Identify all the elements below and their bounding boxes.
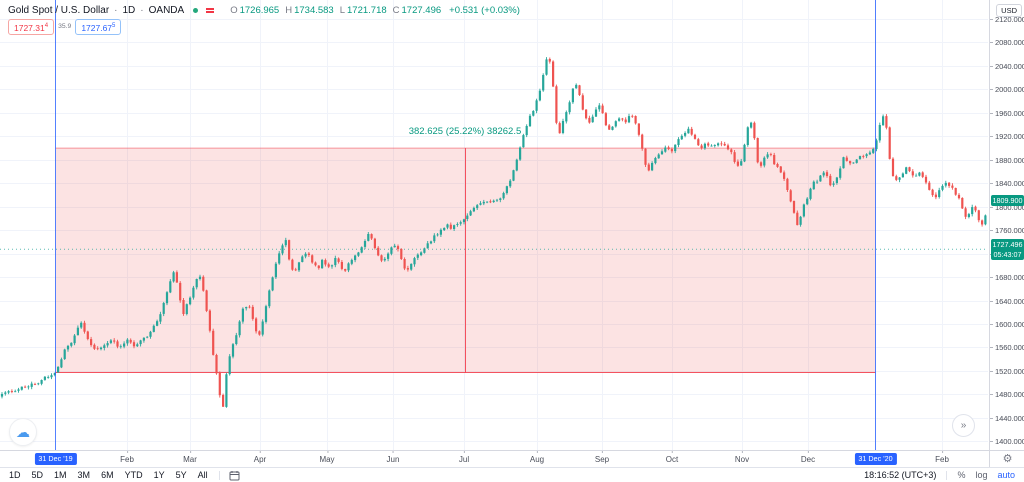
chevrons-right-icon: » [960, 420, 967, 431]
low-value: 1721.718 [347, 5, 387, 16]
month-label: Jul [458, 451, 470, 464]
price-tick-label: 1880.000 [990, 155, 1024, 165]
price-tick-label: 1560.000 [990, 343, 1024, 353]
month-label: Jun [386, 451, 400, 464]
cloud-icon: ☁ [16, 424, 30, 440]
chart-pane[interactable]: Gold Spot / U.S. Dollar · 1D · OANDA O 1… [0, 0, 989, 450]
legend-separator: · [114, 5, 118, 16]
open-label: O [230, 5, 238, 16]
month-label: Apr [253, 451, 267, 464]
log-scale-button[interactable]: log [975, 470, 988, 480]
range-button-1y[interactable]: 1Y [153, 470, 165, 480]
range-end-badge[interactable]: 31 Dec '20 [854, 453, 897, 465]
ohlc-values: O 1726.965 H 1734.583 L 1721.718 C 1727.… [230, 5, 520, 16]
month-label: May [319, 451, 335, 464]
market-status-icon [193, 8, 199, 13]
price-axis[interactable]: USD 2120.000 2080.000 2040.000 2000.000 1960… [989, 0, 1024, 450]
interval-value[interactable]: 1D [122, 5, 136, 16]
month-label: Oct [665, 451, 679, 464]
price-change: +0.531 (+0.03%) [449, 5, 520, 16]
price-tick-label: 1920.000 [990, 132, 1024, 142]
toolbar-divider [946, 470, 948, 480]
measurement-label[interactable]: 382.625 (25.22%) 38262.5 [408, 126, 522, 137]
countdown-timer: 05:43:07 [993, 249, 1022, 259]
spread-value: 35.9 [58, 23, 72, 31]
price-tick-label: 1520.000 [990, 366, 1024, 376]
goto-date-icon[interactable] [229, 470, 240, 481]
axis-settings-corner: ⚙ [989, 450, 1024, 468]
date-range-buttons: 1D 5D 1M 3M 6M YTD 1Y 5Y All [9, 470, 208, 480]
price-tick-label: 1640.000 [990, 296, 1024, 306]
price-tick-label: 1760.000 [990, 226, 1024, 236]
price-tick-label: 2000.000 [990, 85, 1024, 95]
price-tick-label: 2120.000 [990, 15, 1024, 25]
price-tick-label: 1600.000 [990, 320, 1024, 329]
legend-separator: · [140, 5, 144, 16]
sell-button[interactable]: 1727.314 [8, 19, 55, 35]
symbol-title[interactable]: Gold Spot / U.S. Dollar [8, 5, 110, 16]
exchange-name[interactable]: OANDA [148, 5, 185, 16]
scroll-to-recent-button[interactable]: » [952, 414, 975, 437]
bottom-toolbar: 1D 5D 1M 3M 6M YTD 1Y 5Y All 18:16:52 (UTC+3) % … [0, 467, 1024, 482]
toolbar-divider [218, 470, 220, 480]
month-label: Nov [734, 451, 750, 464]
price-tick-label: 1680.000 [990, 273, 1024, 283]
month-label: Feb [935, 451, 949, 464]
symbol-legend: Gold Spot / U.S. Dollar · 1D · OANDA O 1… [8, 5, 520, 16]
scale-controls: 18:16:52 (UTC+3) % log auto [864, 470, 1015, 480]
percent-scale-button[interactable]: % [957, 470, 966, 480]
month-label: Sep [594, 451, 610, 464]
time-axis[interactable]: 31 Dec '19 31 Dec '20 Feb Mar Apr May Jun Jul… [0, 450, 989, 468]
price-tick-label: 1800.000 [990, 202, 1024, 212]
close-label: C [392, 5, 400, 16]
price-tick-label: 1480.000 [990, 390, 1024, 400]
month-label: Feb [120, 451, 134, 464]
close-value: 1727.496 [401, 5, 442, 16]
high-value: 1734.583 [294, 5, 334, 16]
range-button-3m[interactable]: 3M [77, 470, 91, 480]
range-button-5y[interactable]: 5Y [175, 470, 187, 480]
price-tick-label: 1960.000 [990, 108, 1024, 118]
price-tick-label: 2080.000 [990, 38, 1024, 48]
currency-button[interactable]: USD [996, 4, 1022, 17]
legend-menu-icon[interactable] [206, 8, 215, 10]
last-price-value: 1727.496 [992, 239, 1023, 249]
alert-price-badge: 1809.900 [991, 195, 1024, 207]
price-tick-label: 1440.000 [990, 413, 1024, 423]
last-price-badge: 1727.496 05:43:07 [991, 238, 1024, 260]
range-button-all[interactable]: All [197, 470, 208, 480]
price-tick-label: 1840.000 [990, 179, 1024, 189]
range-button-5d[interactable]: 5D [31, 470, 44, 480]
buy-button[interactable]: 1727.675 [75, 19, 122, 35]
range-button-ytd[interactable]: YTD [124, 470, 143, 480]
month-label: Mar [183, 451, 197, 464]
range-button-1m[interactable]: 1M [54, 470, 67, 480]
price-tick-label: 1400.000 [990, 437, 1024, 447]
range-start-badge[interactable]: 31 Dec '19 [34, 453, 77, 465]
auto-scale-button[interactable]: auto [997, 470, 1015, 480]
month-label: Aug [529, 451, 545, 464]
candlestick-chart[interactable] [0, 0, 988, 450]
range-button-1d[interactable]: 1D [9, 470, 21, 480]
open-value: 1726.965 [239, 5, 280, 16]
trade-panel: 1727.314 35.9 1727.675 [8, 19, 122, 35]
low-label: L [339, 5, 346, 16]
range-button-6m[interactable]: 6M [101, 470, 114, 480]
gear-icon[interactable]: ⚙ [1002, 453, 1013, 465]
high-label: H [285, 5, 293, 16]
clock-display[interactable]: 18:16:52 (UTC+3) [864, 470, 937, 480]
broker-logo-button[interactable]: ☁ [9, 418, 37, 446]
price-tick-label: 2040.000 [990, 61, 1024, 71]
month-label: Dec [800, 451, 816, 464]
